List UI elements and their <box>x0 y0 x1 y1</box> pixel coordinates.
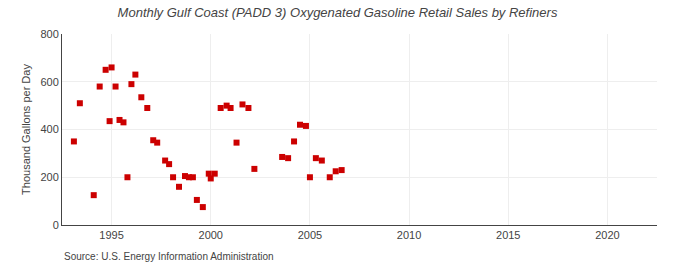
svg-text:1995: 1995 <box>99 229 123 241</box>
svg-text:2010: 2010 <box>397 229 421 241</box>
svg-text:Thousand Gallons per Day: Thousand Gallons per Day <box>20 64 32 195</box>
svg-text:600: 600 <box>40 76 58 88</box>
svg-text:Source: U.S. Energy Informatio: Source: U.S. Energy Information Administ… <box>64 251 274 262</box>
svg-text:2015: 2015 <box>496 229 520 241</box>
svg-text:2000: 2000 <box>199 229 223 241</box>
svg-text:200: 200 <box>40 171 58 183</box>
svg-text:Monthly Gulf Coast (PADD 3) Ox: Monthly Gulf Coast (PADD 3) Oxygenated G… <box>118 5 558 20</box>
svg-text:800: 800 <box>40 28 58 40</box>
svg-text:0: 0 <box>53 219 59 231</box>
svg-text:2005: 2005 <box>298 229 322 241</box>
svg-text:2020: 2020 <box>595 229 619 241</box>
svg-text:400: 400 <box>40 123 58 135</box>
